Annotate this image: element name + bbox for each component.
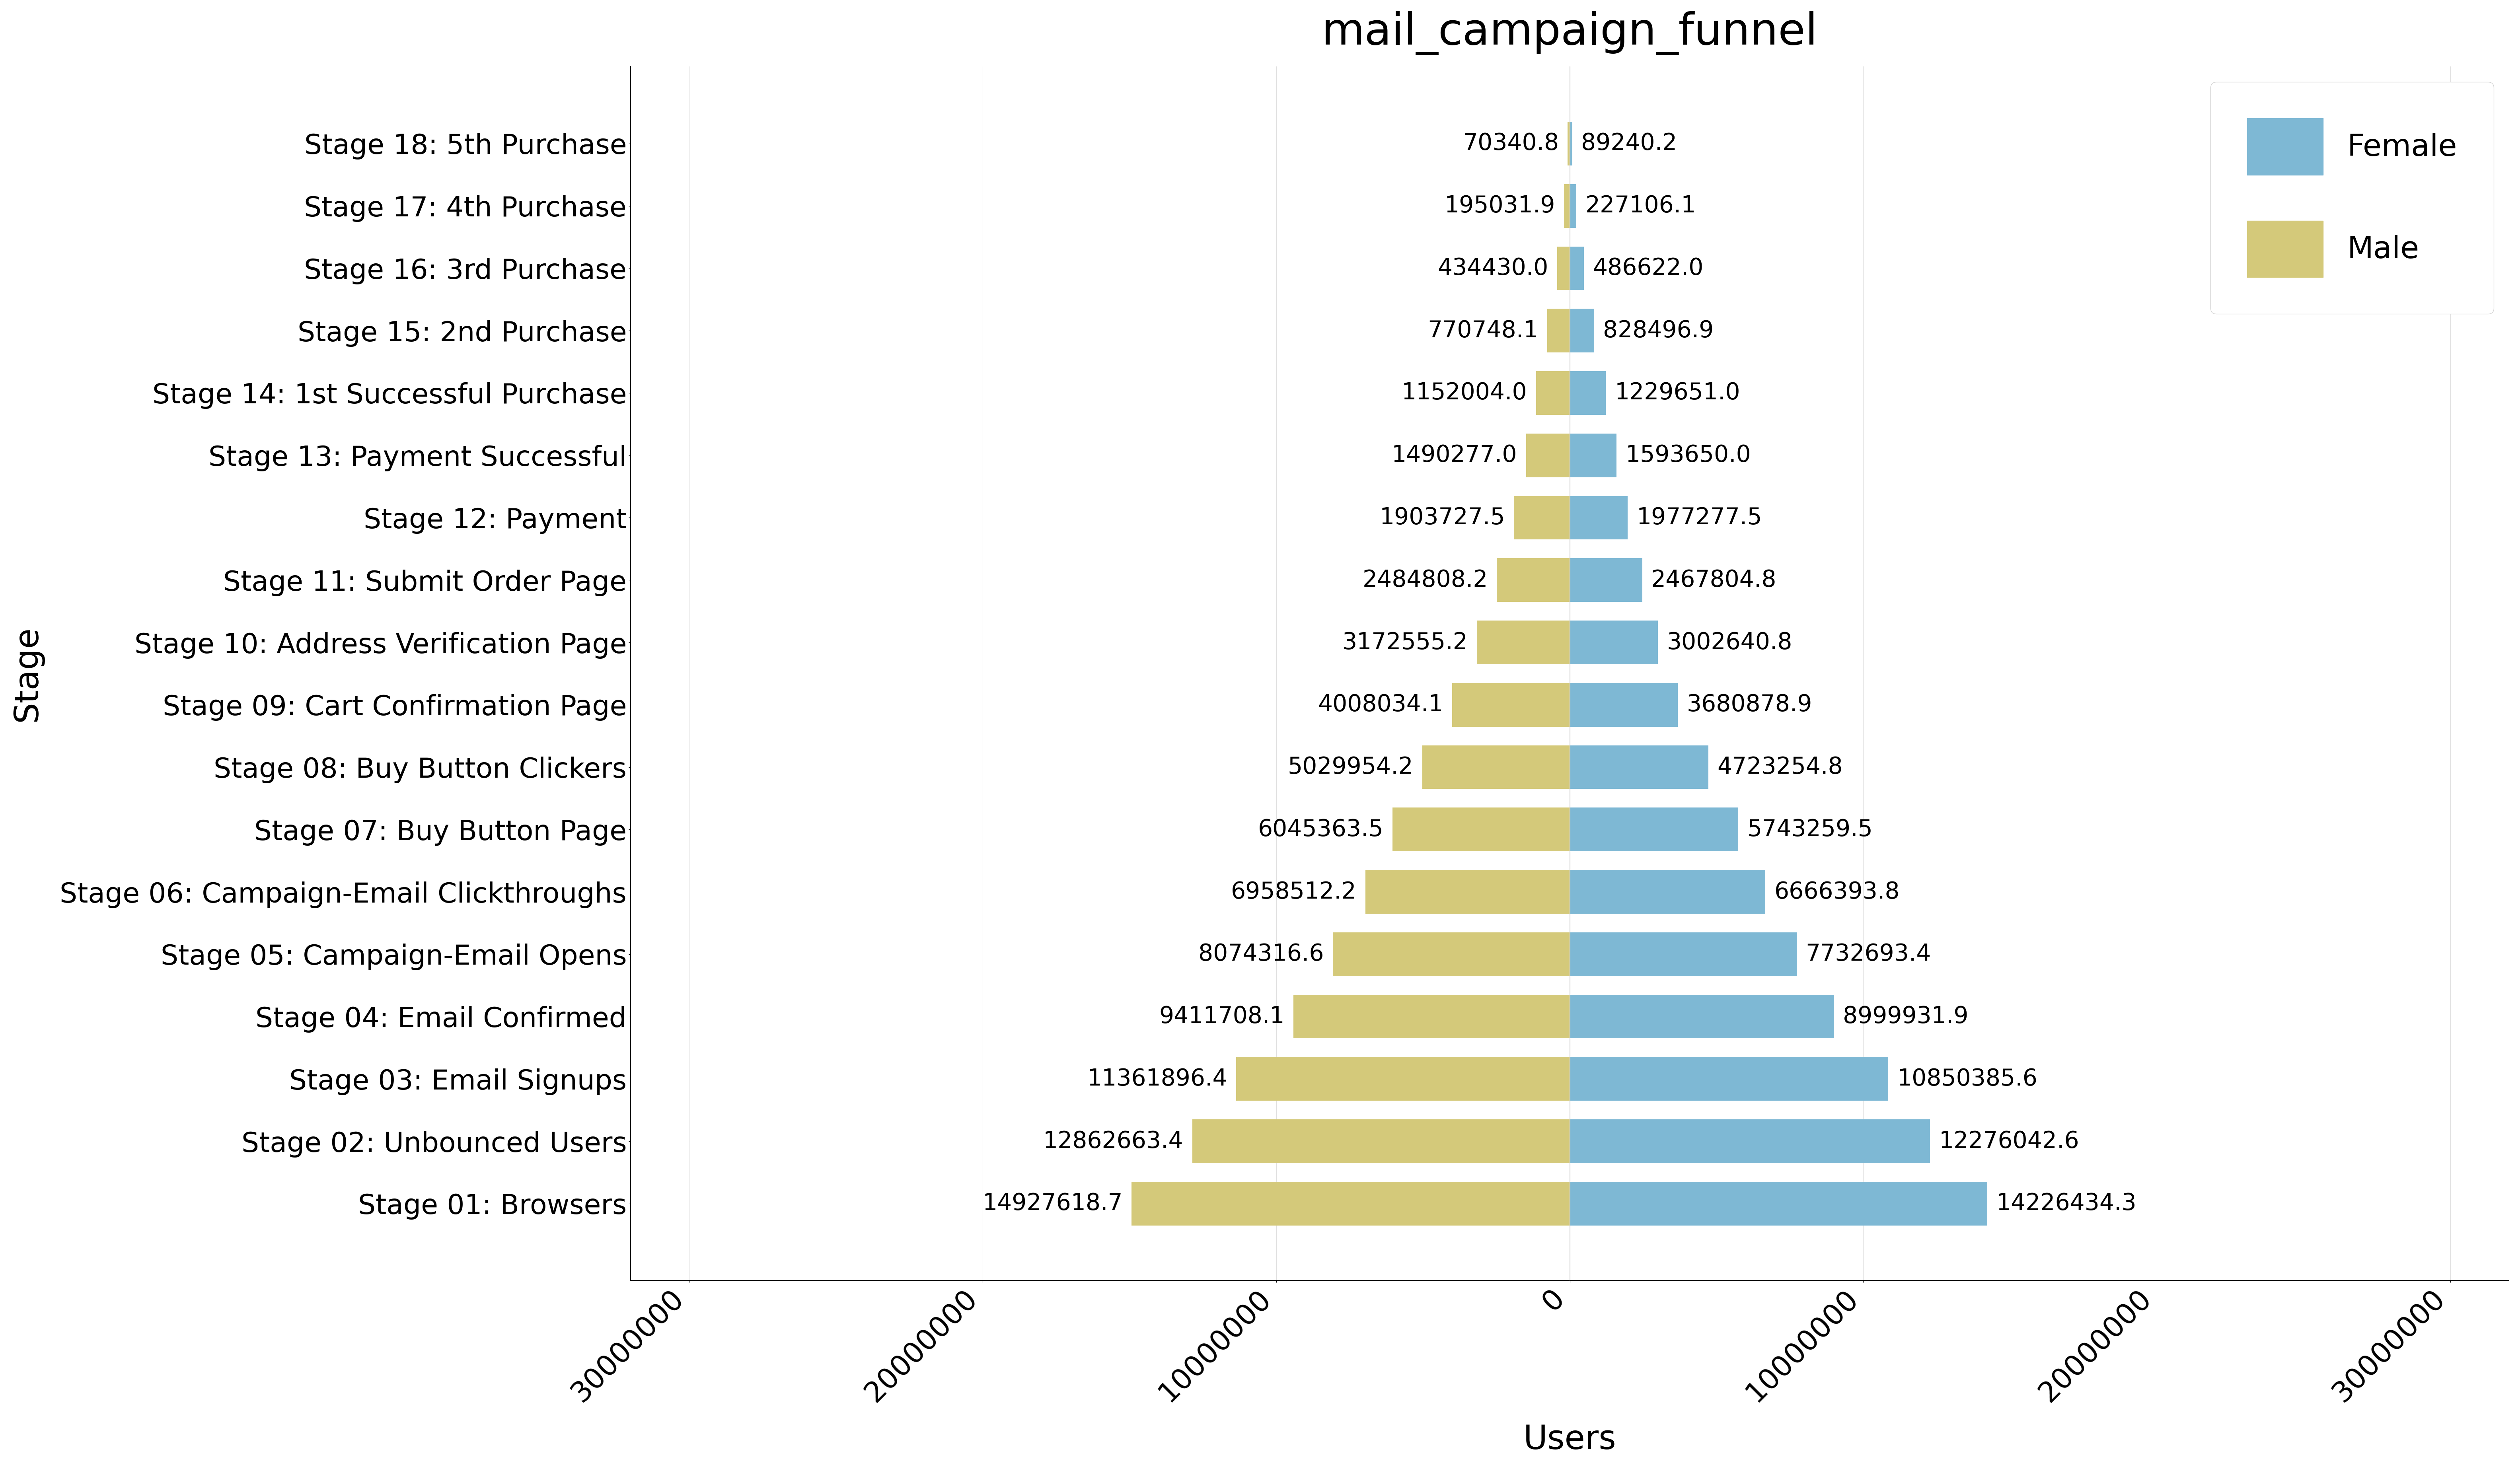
- Text: 486622.0: 486622.0: [1593, 257, 1704, 280]
- Bar: [1477, 621, 1570, 665]
- Text: 12862663.4: 12862663.4: [1043, 1130, 1184, 1153]
- Bar: [1570, 246, 1585, 290]
- Text: 434430.0: 434430.0: [1436, 257, 1547, 280]
- Bar: [1333, 933, 1570, 976]
- Bar: [1570, 1182, 1988, 1225]
- Text: 770748.1: 770748.1: [1426, 320, 1537, 342]
- Text: 89240.2: 89240.2: [1580, 132, 1678, 156]
- Bar: [1570, 684, 1678, 726]
- Text: 1152004.0: 1152004.0: [1401, 381, 1527, 405]
- Text: 6045363.5: 6045363.5: [1257, 819, 1383, 841]
- Text: 11361896.4: 11361896.4: [1086, 1068, 1227, 1090]
- Bar: [1570, 559, 1643, 601]
- X-axis label: Users: Users: [1522, 1424, 1615, 1455]
- Bar: [1570, 183, 1578, 227]
- Bar: [1570, 808, 1739, 851]
- Bar: [1237, 1058, 1570, 1100]
- Bar: [1421, 745, 1570, 789]
- Text: 3680878.9: 3680878.9: [1686, 694, 1812, 716]
- Bar: [1570, 371, 1605, 415]
- Text: 70340.8: 70340.8: [1464, 132, 1560, 156]
- Legend: Female, Male: Female, Male: [2210, 82, 2495, 314]
- Bar: [1565, 183, 1570, 227]
- Text: 1903727.5: 1903727.5: [1378, 506, 1504, 530]
- Bar: [1452, 684, 1570, 726]
- Text: 14226434.3: 14226434.3: [1996, 1193, 2137, 1215]
- Bar: [1131, 1182, 1570, 1225]
- Text: 5029954.2: 5029954.2: [1288, 756, 1414, 779]
- Bar: [1557, 246, 1570, 290]
- Bar: [1192, 1119, 1570, 1163]
- Text: 4723254.8: 4723254.8: [1716, 756, 1842, 779]
- Bar: [1570, 1058, 1887, 1100]
- Bar: [1570, 434, 1615, 477]
- Text: 7732693.4: 7732693.4: [1804, 943, 1930, 965]
- Bar: [1293, 995, 1570, 1039]
- Text: 1229651.0: 1229651.0: [1615, 381, 1741, 405]
- Bar: [1570, 496, 1628, 540]
- Bar: [1570, 122, 1572, 166]
- Text: 3002640.8: 3002640.8: [1666, 631, 1792, 654]
- Text: 1490277.0: 1490277.0: [1391, 445, 1517, 467]
- Bar: [1570, 310, 1595, 352]
- Bar: [1570, 621, 1658, 665]
- Text: 227106.1: 227106.1: [1585, 195, 1696, 217]
- Text: 9411708.1: 9411708.1: [1159, 1005, 1285, 1028]
- Text: 3172555.2: 3172555.2: [1343, 631, 1467, 654]
- Text: 1977277.5: 1977277.5: [1635, 506, 1761, 530]
- Text: 14927618.7: 14927618.7: [983, 1193, 1124, 1215]
- Text: 8074316.6: 8074316.6: [1200, 943, 1323, 965]
- Text: 4008034.1: 4008034.1: [1318, 694, 1444, 716]
- Text: 2467804.8: 2467804.8: [1651, 569, 1777, 591]
- Bar: [1547, 310, 1570, 352]
- Text: 12276042.6: 12276042.6: [1938, 1130, 2079, 1153]
- Bar: [1570, 1119, 1930, 1163]
- Text: 8999931.9: 8999931.9: [1842, 1005, 1968, 1028]
- Bar: [1537, 371, 1570, 415]
- Bar: [1497, 559, 1570, 601]
- Text: 10850385.6: 10850385.6: [1898, 1068, 2036, 1090]
- Bar: [1570, 745, 1709, 789]
- Text: 6666393.8: 6666393.8: [1774, 880, 1900, 904]
- Text: 2484808.2: 2484808.2: [1363, 569, 1487, 591]
- Text: 6958512.2: 6958512.2: [1232, 880, 1356, 904]
- Bar: [1570, 870, 1767, 914]
- Bar: [1394, 808, 1570, 851]
- Bar: [1527, 434, 1570, 477]
- Text: 1593650.0: 1593650.0: [1625, 445, 1751, 467]
- Bar: [1570, 995, 1835, 1039]
- Y-axis label: Stage: Stage: [10, 625, 43, 722]
- Text: 195031.9: 195031.9: [1444, 195, 1555, 217]
- Bar: [1366, 870, 1570, 914]
- Title: mail_campaign_funnel: mail_campaign_funnel: [1320, 12, 1817, 54]
- Text: 828496.9: 828496.9: [1603, 320, 1714, 342]
- Text: 5743259.5: 5743259.5: [1746, 819, 1872, 841]
- Bar: [1570, 933, 1797, 976]
- Bar: [1515, 496, 1570, 540]
